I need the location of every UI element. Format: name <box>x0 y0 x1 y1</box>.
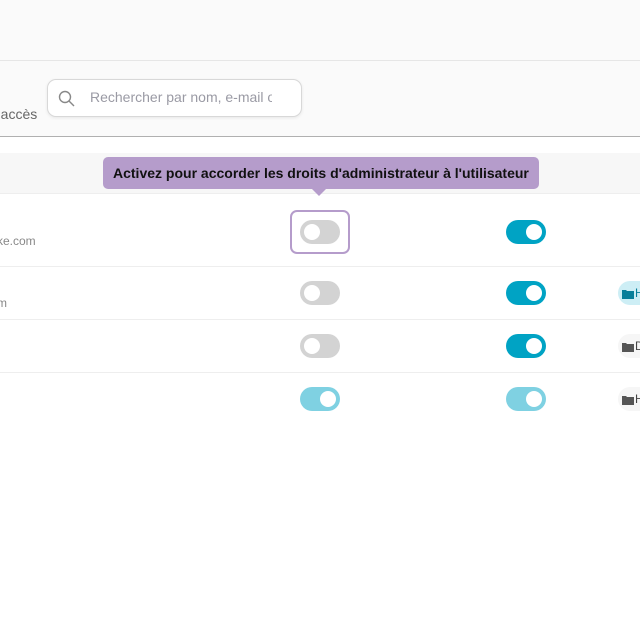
user-email: ke.com <box>0 234 36 248</box>
admin-toggle[interactable] <box>300 334 340 358</box>
access-toggle[interactable] <box>506 334 546 358</box>
folder-icon <box>622 290 634 299</box>
folder-tag[interactable]: H <box>618 387 640 411</box>
admin-toggle[interactable] <box>300 387 340 411</box>
search-box[interactable] <box>47 79 302 117</box>
focus-ring <box>290 210 350 254</box>
top-bar <box>0 0 640 61</box>
search-input[interactable] <box>88 88 274 106</box>
admin-toggle[interactable] <box>300 281 340 305</box>
access-toggle[interactable] <box>506 281 546 305</box>
admin-toggle[interactable] <box>300 220 340 244</box>
table-row: m <box>0 267 640 320</box>
table-row <box>0 320 640 373</box>
access-toggle[interactable] <box>506 387 546 411</box>
admin-tooltip: Activez pour accorder les droits d'admin… <box>103 157 539 196</box>
search-icon <box>58 90 75 107</box>
folder-icon <box>622 343 634 352</box>
access-toggle[interactable] <box>506 220 546 244</box>
table-row: ke.com <box>0 194 640 267</box>
user-email: m <box>0 296 7 310</box>
access-label: 'accès <box>0 106 38 122</box>
folder-icon <box>622 396 634 405</box>
folder-tag[interactable]: D <box>618 334 640 358</box>
folder-tag[interactable]: H <box>618 281 640 305</box>
